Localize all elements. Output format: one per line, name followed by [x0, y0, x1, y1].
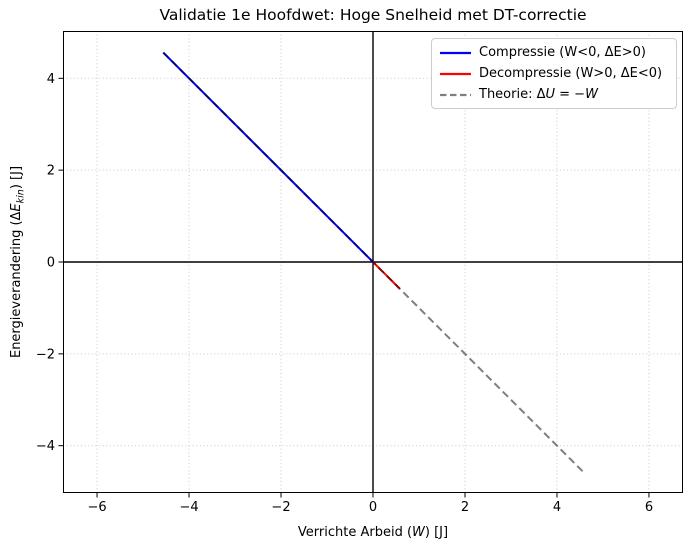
legend-line-sample: [440, 93, 471, 96]
y-tick-label: 2: [47, 164, 55, 179]
y-tick-label: −2: [36, 347, 55, 362]
data-series: [162, 51, 584, 473]
y-tick-label: −4: [36, 439, 55, 454]
legend-item: Decompressie (W>0, ΔE<0): [440, 63, 668, 84]
legend-item-label: Theorie: ΔU = −W: [479, 87, 598, 102]
plot-border: [63, 31, 683, 493]
x-tick-label: 0: [369, 500, 377, 515]
legend-item-label: Compressie (W<0, ΔE>0): [479, 45, 646, 60]
legend-item: Compressie (W<0, ΔE>0): [440, 42, 668, 63]
legend: Compressie (W<0, ΔE>0) Decompressie (W>0,…: [431, 38, 677, 109]
y-tick-label: 0: [47, 256, 55, 271]
x-tick-label: −4: [179, 500, 198, 515]
y-axis-label: Energieverandering (ΔEkin) [J]: [9, 166, 27, 358]
legend-line-sample: [440, 72, 471, 75]
x-tick-label: 2: [461, 500, 469, 515]
axes-spines: [63, 31, 683, 493]
x-tick-label: −2: [271, 500, 290, 515]
x-tick-label: 4: [553, 500, 561, 515]
legend-item: Theorie: ΔU = −W: [440, 84, 668, 105]
legend-line-sample: [440, 51, 471, 54]
x-tick-label: −6: [87, 500, 106, 515]
y-tick-label: 4: [47, 72, 55, 87]
x-axis-label: Verrichte Arbeid (W) [J]: [298, 525, 448, 540]
x-tick-label: 6: [645, 500, 653, 515]
series-theorie: [162, 51, 584, 473]
chart-title: Validatie 1e Hoofdwet: Hoge Snelheid met…: [159, 6, 586, 24]
axis-ticks: −6 −4 −2 0 2 4 6 −4 −2 0 2 4: [36, 72, 653, 515]
legend-item-label: Decompressie (W>0, ΔE<0): [479, 66, 663, 81]
